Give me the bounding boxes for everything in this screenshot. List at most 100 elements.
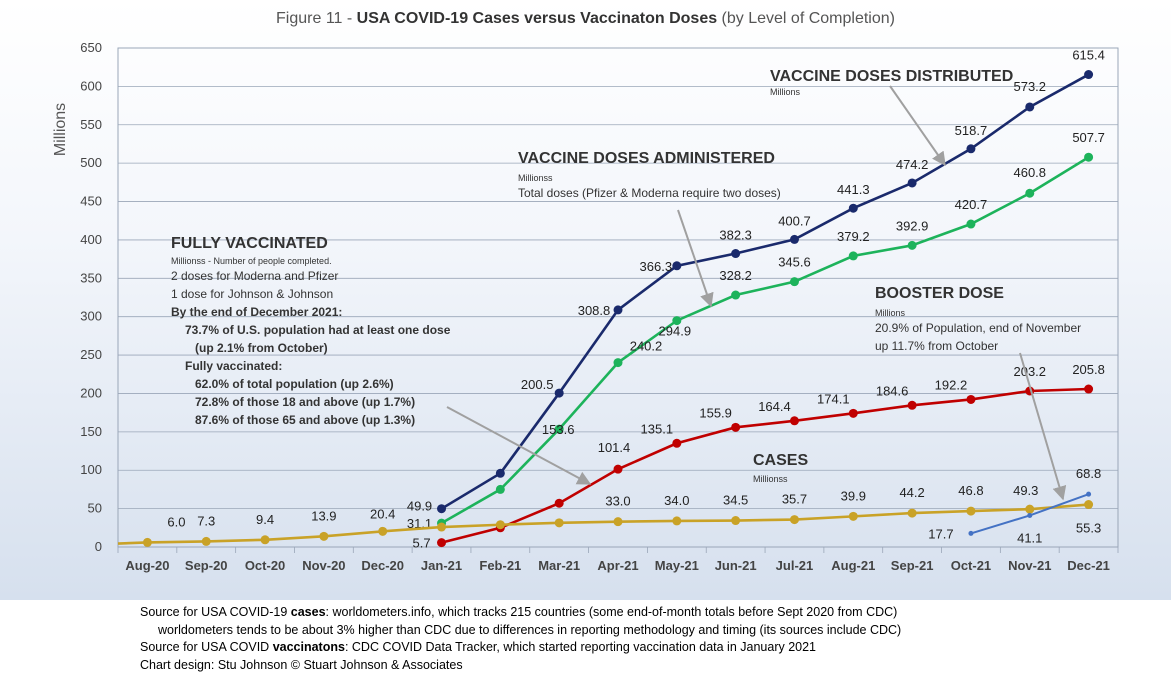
- data-point-distributed: [613, 305, 623, 315]
- data-point-distributed: [789, 234, 799, 244]
- y-tick-label: 250: [80, 347, 102, 362]
- arrow-booster: [1019, 352, 1067, 501]
- fully-line7: 62.0% of total population (up 2.6%): [195, 377, 394, 391]
- data-point-cases: [613, 517, 623, 527]
- data-label-administered: 460.8: [1013, 165, 1046, 180]
- data-label-fully: 155.9: [699, 405, 732, 420]
- data-label-fully: 192.2: [935, 377, 968, 392]
- fully-line8: 72.8% of those 18 and above (up 1.7%): [195, 395, 416, 409]
- data-label-administered: 328.2: [719, 268, 752, 283]
- y-tick-label: 400: [80, 232, 102, 247]
- x-tick-label: Mar-21: [538, 558, 580, 573]
- y-tick-label: 550: [80, 117, 102, 132]
- data-label-cases: 39.9: [841, 488, 866, 503]
- x-tick-label: Aug-20: [125, 558, 169, 573]
- x-tick-label: May-21: [655, 558, 699, 573]
- data-label-administered: 345.6: [778, 255, 811, 270]
- data-point-cases: [731, 516, 741, 526]
- data-point-administered: [1084, 152, 1094, 162]
- data-point-fully: [789, 416, 799, 426]
- y-tick-label: 150: [80, 424, 102, 439]
- y-tick-label: 300: [80, 309, 102, 324]
- data-point-administered: [672, 316, 682, 326]
- data-point-fully: [613, 464, 623, 474]
- data-point-booster: [1086, 491, 1092, 497]
- data-point-fully: [731, 422, 741, 432]
- x-tick-label: Dec-20: [361, 558, 404, 573]
- data-point-administered: [848, 251, 858, 261]
- data-label-distributed: 308.8: [578, 303, 611, 318]
- y-tick-label: 100: [80, 462, 102, 477]
- data-point-distributed: [554, 388, 564, 398]
- data-point-distributed: [1025, 102, 1035, 112]
- data-label-booster: 68.8: [1076, 466, 1101, 481]
- data-label-administered: 507.7: [1072, 130, 1105, 145]
- data-label-distributed: 474.2: [896, 157, 929, 172]
- data-label-cases: 9.4: [256, 512, 274, 527]
- data-point-administered: [789, 277, 799, 287]
- data-label-cases: 49.3: [1013, 483, 1038, 498]
- data-point-cases: [437, 522, 447, 532]
- data-point-cases: [319, 531, 329, 541]
- arrow-administered: [677, 209, 714, 308]
- fully-line2: 1 dose for Johnson & Johnson: [171, 287, 334, 301]
- data-label-fully: 5.7: [412, 536, 430, 551]
- x-tick-label: Nov-20: [302, 558, 345, 573]
- data-point-distributed: [966, 144, 976, 154]
- data-label-fully: 135.1: [641, 421, 674, 436]
- x-tick-label: Apr-21: [597, 558, 638, 573]
- data-label-distributed: 49.9: [407, 499, 432, 514]
- data-point-cases: [966, 506, 976, 516]
- data-point-distributed: [437, 504, 447, 514]
- data-point-cases: [495, 520, 505, 530]
- data-label-cases: 34.0: [664, 493, 689, 508]
- arrow-fully-vaccinated: [446, 406, 592, 485]
- footer-line-1: Source for USA COVID-19 cases: worldomet…: [140, 604, 901, 622]
- data-point-administered: [554, 424, 564, 434]
- y-tick-label: 650: [80, 40, 102, 55]
- data-point-cases: [378, 526, 388, 536]
- administered-note: Total doses (Pfizer & Moderna require tw…: [518, 186, 781, 200]
- data-label-cases: 55.3: [1076, 521, 1101, 536]
- data-label-cases: 6.0: [167, 514, 185, 529]
- data-point-fully: [554, 498, 564, 508]
- title-prefix: Figure 11 -: [276, 10, 357, 27]
- data-point-booster: [1027, 512, 1033, 518]
- administered-unit: Millionss: [518, 173, 553, 183]
- booster-line1: 20.9% of Population, end of November: [875, 321, 1082, 335]
- footer-l1c: : worldometers.info, which tracks 215 co…: [325, 605, 898, 619]
- y-tick-label: 200: [80, 385, 102, 400]
- data-label-fully: 205.8: [1072, 362, 1105, 377]
- data-point-administered: [731, 290, 741, 300]
- x-tick-label: Oct-20: [245, 558, 285, 573]
- data-label-distributed: 400.7: [778, 213, 811, 228]
- y-tick-label: 500: [80, 155, 102, 170]
- data-point-administered: [1025, 188, 1035, 198]
- data-point-distributed: [495, 468, 505, 478]
- y-tick-label: 450: [80, 194, 102, 209]
- fully-line9: 87.6% of those 65 and above (up 1.3%): [195, 413, 416, 427]
- series-line-administered: [440, 156, 1090, 525]
- data-label-fully: 203.2: [1013, 364, 1046, 379]
- data-label-cases: 35.7: [782, 492, 807, 507]
- data-point-cases: [201, 536, 211, 546]
- data-point-distributed: [907, 178, 917, 188]
- fully-unit: Millionss - Number of people completed.: [171, 256, 332, 266]
- data-point-distributed: [672, 261, 682, 271]
- fully-line1: 2 doses for Moderna and Pfizer: [171, 269, 339, 283]
- footer-l1a: Source for USA COVID-19: [140, 605, 291, 619]
- data-label-distributed: 518.7: [955, 123, 988, 138]
- x-tick-label: Nov-21: [1008, 558, 1051, 573]
- footer-l3b: vaccinatons: [272, 640, 345, 654]
- data-point-cases: [1084, 500, 1094, 510]
- fully-heading: FULLY VACCINATED: [171, 235, 328, 252]
- data-point-fully: [437, 538, 447, 548]
- data-label-administered: 420.7: [955, 197, 988, 212]
- footer-l3c: : CDC COVID Data Tracker, which started …: [344, 640, 817, 654]
- data-label-fully: 101.4: [598, 440, 631, 455]
- chart-panel: [0, 0, 1171, 600]
- data-point-booster: [968, 530, 974, 536]
- x-tick-label: Jul-21: [776, 558, 814, 573]
- data-label-cases: 34.5: [723, 493, 748, 508]
- footer-line-3: Source for USA COVID vaccinatons: CDC CO…: [140, 639, 901, 657]
